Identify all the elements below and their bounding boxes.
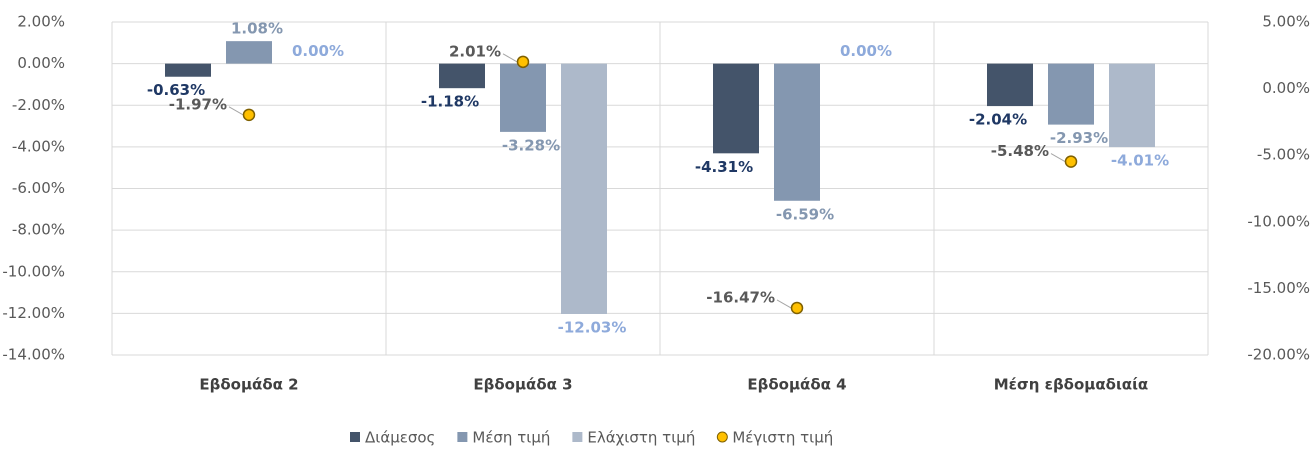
data-label: -12.03% [558,318,627,336]
y-tick-label: -2.00% [12,96,65,114]
y-tick-label: -8.00% [12,221,65,239]
data-label: -16.47% [706,288,775,306]
legend-label: Μέγιστη τιμή [732,429,833,447]
y2-tick-label: -10.00% [1247,212,1310,230]
y2-tick-label: 5.00% [1262,13,1310,31]
bar [1048,63,1094,125]
bar [774,63,820,201]
data-label: 2.01% [449,42,501,60]
y-tick-label: -4.00% [12,137,65,155]
marker [790,301,804,315]
data-label: -0.63% [147,81,205,99]
leader-line [1050,153,1066,163]
data-label: -4.31% [695,158,753,176]
y-tick-label: -12.00% [2,304,65,322]
bar [713,63,759,154]
data-label: -2.93% [1050,129,1108,147]
y2-tick-label: -20.00% [1247,346,1310,364]
x-tick-label: Μέση εβδομαδιαία [994,376,1149,394]
legend-marker [716,431,728,443]
data-label: -4.01% [1111,152,1169,170]
y-tick-label: -14.00% [2,346,65,364]
data-label: -6.59% [776,205,834,223]
marker [242,108,256,122]
bar [500,63,546,132]
data-label: 1.08% [231,20,283,38]
leader-line [228,106,244,116]
data-label: -1.18% [421,93,479,111]
y-tick-label: -10.00% [2,262,65,280]
data-label: 0.00% [292,42,344,60]
bar [165,63,211,77]
marker [516,55,530,69]
bar [987,63,1033,107]
data-label: -1.97% [169,95,227,113]
bar [439,63,485,89]
y-tick-label: 2.00% [17,13,65,31]
legend-label: Ελάχιστη τιμή [587,429,695,447]
data-label: -2.04% [969,111,1027,129]
y2-tick-label: 0.00% [1262,79,1310,97]
y2-tick-label: -5.00% [1257,146,1310,164]
y2-tick-label: -15.00% [1247,279,1310,297]
legend-swatch [572,432,583,442]
legend-swatch [457,432,468,442]
x-tick-label: Εβδομάδα 4 [747,376,846,394]
leader-line [502,53,518,63]
marker [1064,155,1078,168]
y-tick-label: -6.00% [12,179,65,197]
bar [226,41,272,64]
leader-line [776,299,792,309]
y-tick-label: 0.00% [17,54,65,72]
data-label: -5.48% [991,142,1049,160]
data-label: 0.00% [840,42,892,60]
data-label: -3.28% [502,136,560,154]
legend-swatch [350,432,360,442]
bar [1109,63,1155,148]
x-tick-label: Εβδομάδα 2 [199,376,298,394]
bar [561,63,607,314]
legend-label: Μέση τιμή [472,429,550,447]
x-tick-label: Εβδομάδα 3 [473,376,572,394]
legend-label: Διάμεσος [365,429,435,447]
